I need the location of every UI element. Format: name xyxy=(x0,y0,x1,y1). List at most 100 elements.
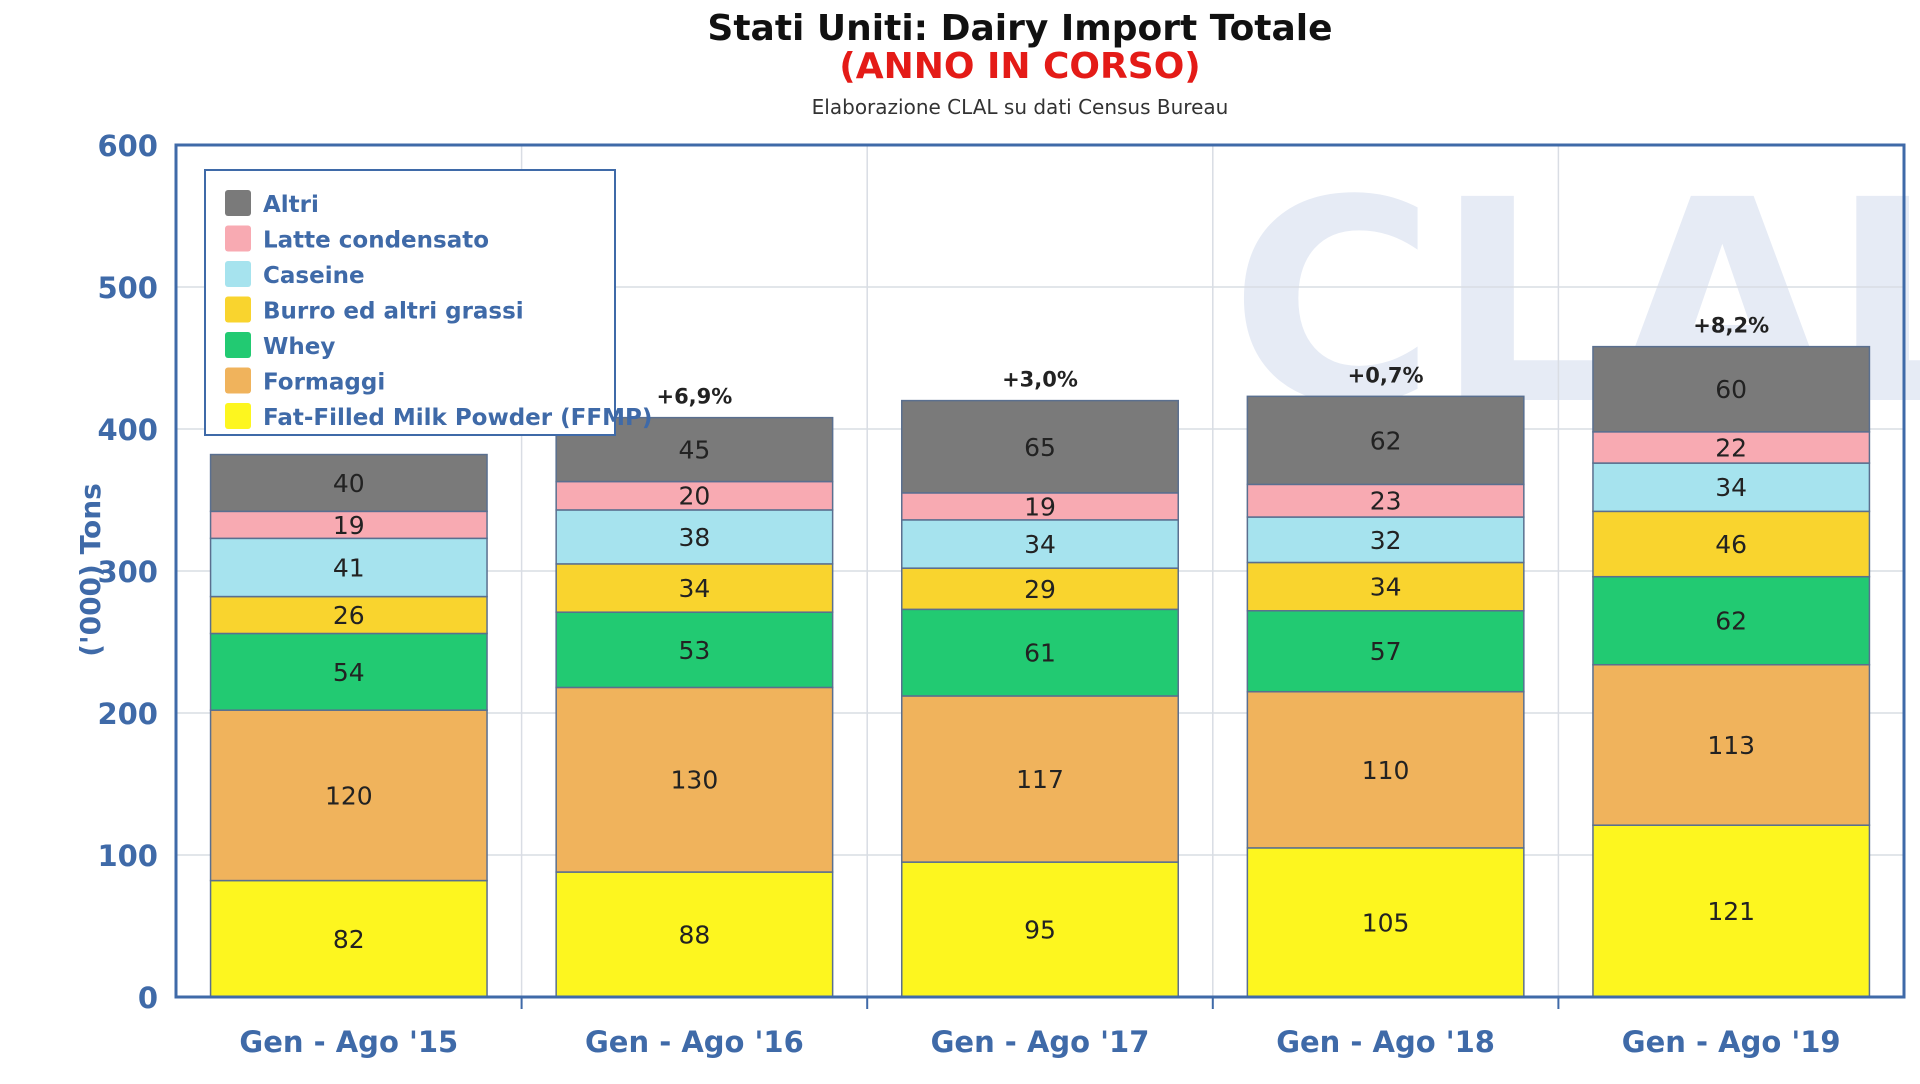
bar-segment xyxy=(209,879,488,998)
segment-value-label: 19 xyxy=(1024,492,1056,521)
segment-value-label: 117 xyxy=(1016,765,1064,794)
bar-segment xyxy=(1592,431,1871,464)
segment-value-label: 95 xyxy=(1024,916,1056,945)
segment-value-label: 38 xyxy=(678,523,710,552)
segment-value-label: 60 xyxy=(1715,375,1747,404)
segment-value-label: 57 xyxy=(1370,637,1402,666)
bar-segment xyxy=(555,871,834,998)
bar-segment xyxy=(209,709,488,882)
segment-value-label: 62 xyxy=(1370,426,1402,455)
bar-segment xyxy=(1592,345,1871,433)
segment-value-label: 26 xyxy=(333,601,365,630)
legend-label: Formaggi xyxy=(263,370,385,396)
bars xyxy=(209,345,1871,998)
bar-segment xyxy=(555,611,834,689)
legend: Altri Latte condensato Caseine Burro ed alt… xyxy=(204,169,652,436)
chart-subtitle: Elaborazione CLAL su dati Census Bureau xyxy=(812,95,1229,119)
y-tick-label: 0 xyxy=(138,981,158,1015)
change-percent-label: +3,0% xyxy=(1002,368,1078,392)
x-tick-label: Gen - Ago '18 xyxy=(1276,1025,1495,1059)
legend-swatch xyxy=(225,367,251,394)
legend-swatch xyxy=(225,225,251,252)
chart-title: Stati Uniti: Dairy Import Totale xyxy=(707,8,1332,49)
x-tick-label: Gen - Ago '15 xyxy=(239,1025,458,1059)
legend-swatch xyxy=(225,296,251,323)
legend-swatch xyxy=(225,190,251,216)
bar-segment xyxy=(209,537,488,598)
bar-segment xyxy=(901,608,1179,697)
y-tick-label: 200 xyxy=(97,697,158,731)
segment-value-label: 110 xyxy=(1362,756,1410,785)
segment-value-label: 34 xyxy=(1715,473,1747,502)
x-tick-label: Gen - Ago '17 xyxy=(931,1025,1150,1059)
y-tick-label: 100 xyxy=(97,839,158,873)
segment-value-label: 65 xyxy=(1024,433,1056,462)
chart-title-line2: (ANNO IN CORSO) xyxy=(839,46,1201,87)
change-percent-label: +8,2% xyxy=(1693,314,1769,338)
bar-segment xyxy=(901,695,1179,863)
data-labels: 82 120 54 26 41 19 40 88 130 53 34 38 20 45 +6,9% 95 117… xyxy=(325,314,1769,954)
bar-segment xyxy=(1592,510,1871,578)
bar-segment xyxy=(901,861,1179,998)
segment-value-label: 54 xyxy=(333,658,365,687)
legend-label: Whey xyxy=(263,334,335,360)
bar-segment xyxy=(1246,395,1525,486)
bar-segment xyxy=(1592,462,1871,513)
bar-segment xyxy=(209,453,488,513)
bar-segment xyxy=(1592,575,1871,666)
legend-swatch xyxy=(225,261,251,287)
segment-value-label: 22 xyxy=(1715,433,1747,462)
segment-value-label: 20 xyxy=(678,482,710,511)
segment-value-label: 29 xyxy=(1024,575,1056,604)
segment-value-label: 61 xyxy=(1024,639,1056,668)
bar-segment xyxy=(209,595,488,635)
bar-segment xyxy=(555,509,834,565)
segment-value-label: 46 xyxy=(1715,530,1747,559)
bar-segment xyxy=(1246,561,1525,612)
segment-value-label: 40 xyxy=(333,469,365,498)
segment-value-label: 53 xyxy=(678,636,710,665)
legend-swatch xyxy=(225,332,251,358)
segment-value-label: 45 xyxy=(678,436,710,465)
segment-value-label: 32 xyxy=(1370,526,1402,555)
segment-value-label: 34 xyxy=(1370,573,1402,602)
bar-segment xyxy=(1592,663,1871,826)
segment-value-label: 121 xyxy=(1707,897,1755,926)
legend-box xyxy=(204,169,616,436)
legend-label: Altri xyxy=(263,192,319,218)
legend-label: Latte condensato xyxy=(263,228,489,254)
x-tick-label: Gen - Ago '19 xyxy=(1622,1025,1841,1059)
legend-swatch xyxy=(225,403,251,429)
segment-value-label: 120 xyxy=(325,781,373,810)
axes: 0 100 200 300 400 500 600 Gen - Ago '15 Gen - Ag… xyxy=(97,129,1906,1059)
segment-value-label: 23 xyxy=(1370,487,1402,516)
legend-label: Fat-Filled Milk Powder (FFMP) xyxy=(263,405,652,431)
legend-label: Caseine xyxy=(263,263,365,289)
bar-segment xyxy=(555,480,834,511)
y-axis-label: ('000) Tons xyxy=(74,483,107,657)
segment-value-label: 41 xyxy=(333,553,365,582)
y-tick-label: 400 xyxy=(97,413,158,447)
segment-value-label: 34 xyxy=(1024,530,1056,559)
bar-segment xyxy=(209,510,488,540)
plot-frame xyxy=(174,143,1906,999)
segment-value-label: 105 xyxy=(1362,908,1410,937)
x-tick-label: Gen - Ago '16 xyxy=(585,1025,804,1059)
bar-segment xyxy=(1246,690,1525,849)
segment-value-label: 113 xyxy=(1707,731,1755,760)
change-percent-label: +0,7% xyxy=(1348,363,1424,387)
segment-value-label: 82 xyxy=(333,925,365,954)
bar-segment xyxy=(901,399,1179,494)
segment-value-label: 34 xyxy=(678,574,710,603)
segment-value-label: 19 xyxy=(333,511,365,540)
bar-segment xyxy=(1246,610,1525,693)
bar-segment xyxy=(1246,847,1525,998)
bar-segment xyxy=(901,519,1179,569)
y-tick-label: 500 xyxy=(97,271,158,305)
segment-value-label: 88 xyxy=(678,921,710,950)
bar-segment xyxy=(1246,483,1525,518)
segment-value-label: 62 xyxy=(1715,607,1747,636)
bar-segment xyxy=(209,632,488,711)
bar-segment xyxy=(901,567,1179,611)
